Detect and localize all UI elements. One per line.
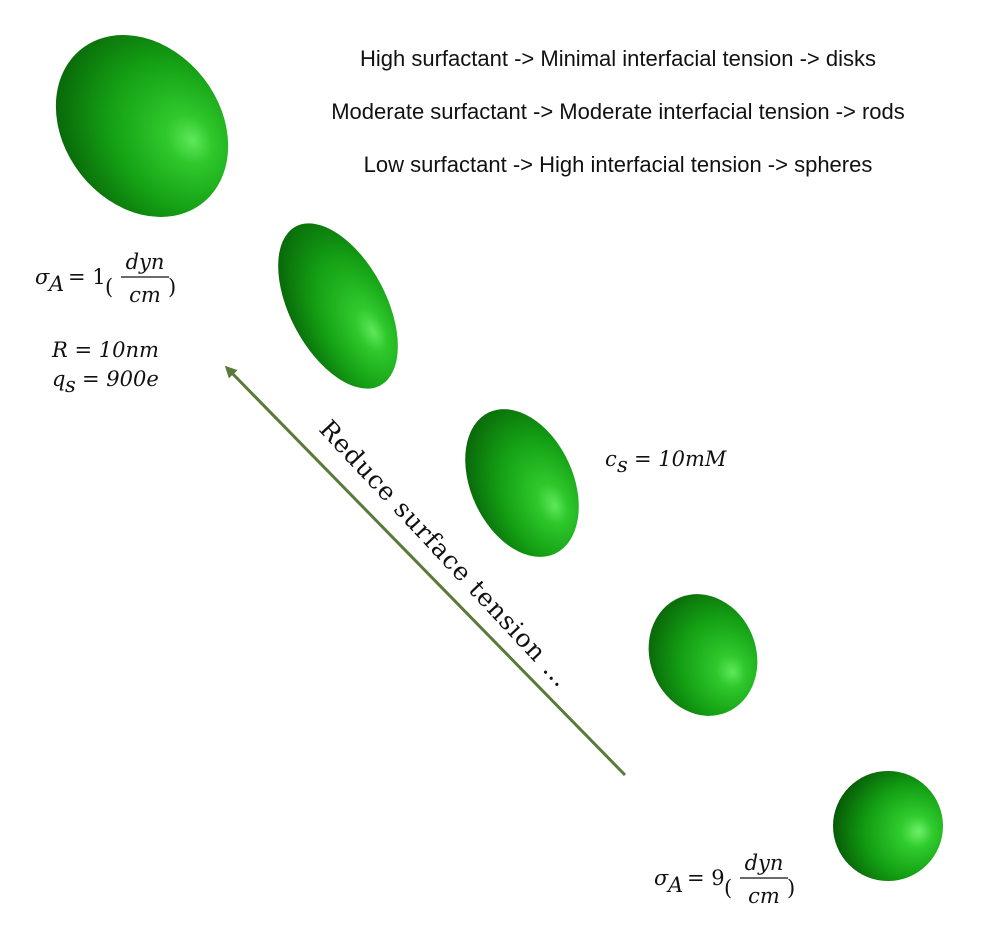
reduce-tension-arrow <box>224 365 627 777</box>
legend-line-disks: High surfactant -> Minimal interfacial t… <box>360 46 876 71</box>
concentration-label: c s = 10mM <box>605 447 727 477</box>
conc-value: = 10mM <box>634 447 727 471</box>
sigma-bottom-formula: σ A = 9 ( dyn cm ) <box>654 851 795 908</box>
fraction-denominator-bottom: cm <box>748 884 780 908</box>
conc-subscript: s <box>617 453 628 477</box>
sigma-equals-bottom: = 9 <box>687 866 725 890</box>
charge-symbol: q <box>52 367 65 391</box>
sigma-symbol-bottom: σ <box>654 866 669 890</box>
sigma-symbol: σ <box>35 265 50 289</box>
charge-subscript: s <box>65 373 76 397</box>
right-paren: ) <box>168 275 176 299</box>
sigma-top-formula: σ A = 1 ( dyn cm ) <box>35 250 176 307</box>
sigma-subscript-bottom: A <box>666 873 683 897</box>
charge-label: q s = 900e <box>52 367 159 397</box>
droplet-elongated <box>465 409 579 557</box>
charge-value: = 900e <box>82 367 159 391</box>
left-paren: ( <box>105 275 113 299</box>
sigma-equals: = 1 <box>68 265 106 289</box>
right-paren-bottom: ) <box>787 876 795 900</box>
fraction-denominator: cm <box>129 283 161 307</box>
legend-line-spheres: Low surfactant -> High interfacial tensi… <box>364 152 873 177</box>
droplet-rod <box>278 223 398 389</box>
conc-symbol: c <box>605 447 617 471</box>
droplet-disk <box>55 35 229 217</box>
fraction-numerator-bottom: dyn <box>745 851 784 875</box>
radius-label: R = 10nm <box>51 338 159 362</box>
left-paren-bottom: ( <box>724 876 732 900</box>
legend-line-rods: Moderate surfactant -> Moderate interfac… <box>331 99 905 124</box>
droplet-sphere <box>833 771 943 881</box>
droplet-ovoid <box>648 594 758 716</box>
fraction-numerator: dyn <box>126 250 165 274</box>
sigma-subscript: A <box>47 272 64 296</box>
